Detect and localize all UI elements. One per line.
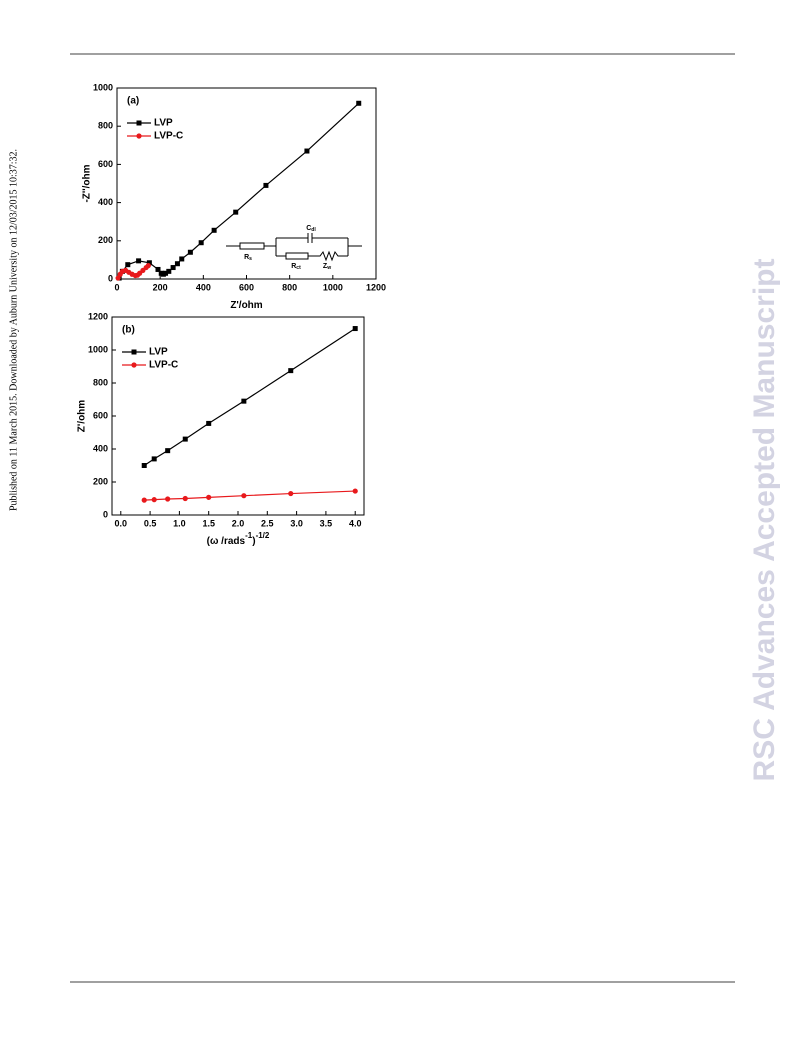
panel-label: (b) [122,325,135,336]
y-axis-label: -Z''/ohm [82,164,93,202]
y-tick-label: 200 [93,476,108,486]
data-point [165,448,171,454]
data-point [163,270,169,276]
data-point [151,456,157,462]
data-point [125,262,131,268]
inset-label-main: R [291,263,296,270]
inset-label: Rs [244,254,252,262]
x-axis-label-part: -1/2 [256,531,270,540]
watermark: RSC Advances Accepted Manuscript [748,259,781,782]
data-point [141,497,147,503]
panel-label: (a) [127,96,139,107]
legend-marker [136,133,142,139]
data-point [151,497,157,503]
inset-label-main: R [244,254,249,261]
x-axis-label: (ω /rads-1)-1/2 [207,531,270,547]
legend-marker [136,120,142,126]
y-tick-label: 0 [108,273,113,283]
y-tick-label: 1200 [88,311,108,321]
legend-label: LVP-C [149,360,178,371]
x-axis-label-part: (ω /rads [207,536,246,547]
x-tick-label: 0 [114,282,119,292]
data-point [166,268,172,274]
inset-label-sub: ct [296,265,301,271]
x-axis-label-part: Z'/ohm [230,300,262,311]
data-point [352,488,358,494]
data-point [206,494,212,500]
legend-label: LVP-C [154,131,183,142]
legend-label: LVP [149,347,168,358]
x-tick-label: 1.5 [202,518,215,528]
inset-label: Zw [323,263,331,271]
inset-label-main: Z [323,263,328,270]
data-point [288,490,294,497]
x-tick-label: 200 [153,282,168,292]
side-note: Published on 11 March 2015. Downloaded b… [8,149,19,511]
x-tick-label: 3.0 [290,518,303,528]
data-point [136,258,142,264]
x-axis-label: Z'/ohm [230,300,262,311]
inset-label-sub: dl [311,227,316,233]
data-point [233,209,239,215]
inset-label: Rct [291,263,301,271]
x-tick-label: 0.0 [115,518,128,528]
x-tick-label: 1000 [323,282,343,292]
data-point [206,420,212,426]
data-point [145,263,151,269]
y-tick-label: 800 [98,121,113,131]
inset-label-main: C [306,225,311,232]
x-tick-label: 400 [196,282,211,292]
circuit-inset [226,233,362,262]
x-tick-label: 3.5 [320,518,333,528]
data-point [304,148,310,154]
data-point [263,182,269,188]
data-point [182,495,188,502]
y-tick-label: 800 [93,377,108,387]
x-tick-label: 2.5 [261,518,274,528]
inset-label: Cdl [306,225,316,233]
y-axis-label: Z'/ohm [77,400,88,432]
data-point [141,463,147,468]
data-point [182,436,188,442]
x-tick-label: 800 [282,282,297,292]
legend-marker [131,349,137,355]
x-tick-label: 0.5 [144,518,157,528]
x-axis-label-part: -1 [245,531,253,540]
y-tick-label: 1000 [88,344,108,354]
data-point [165,496,171,502]
data-point [211,227,217,233]
legend-marker [131,362,137,368]
data-point [187,249,193,255]
data-point [170,265,176,271]
y-tick-label: 600 [93,410,108,420]
x-tick-label: 2.0 [232,518,245,528]
inset-label-sub: w [326,265,331,271]
x-tick-label: 4.0 [349,518,362,528]
legend-label: LVP [154,118,173,129]
data-point [241,493,247,499]
data-point [288,368,294,374]
x-axis-label-part: ) [252,536,255,547]
y-tick-label: 400 [98,197,113,207]
y-tick-label: 1000 [93,82,113,92]
y-tick-label: 200 [98,235,113,245]
data-point [356,100,362,106]
data-point [352,326,358,332]
data-point [198,240,204,246]
x-tick-label: 1200 [366,282,386,292]
data-point [179,256,185,262]
y-tick-label: 600 [98,159,113,169]
data-point [146,260,152,266]
y-tick-label: 0 [103,509,108,519]
y-tick-label: 400 [93,443,108,453]
data-point [241,398,247,404]
data-point [155,266,161,272]
data-point [174,261,180,267]
data-point [115,275,121,281]
x-tick-label: 1.0 [173,518,186,528]
inset-label-sub: s [249,256,252,262]
x-tick-label: 600 [239,282,254,292]
